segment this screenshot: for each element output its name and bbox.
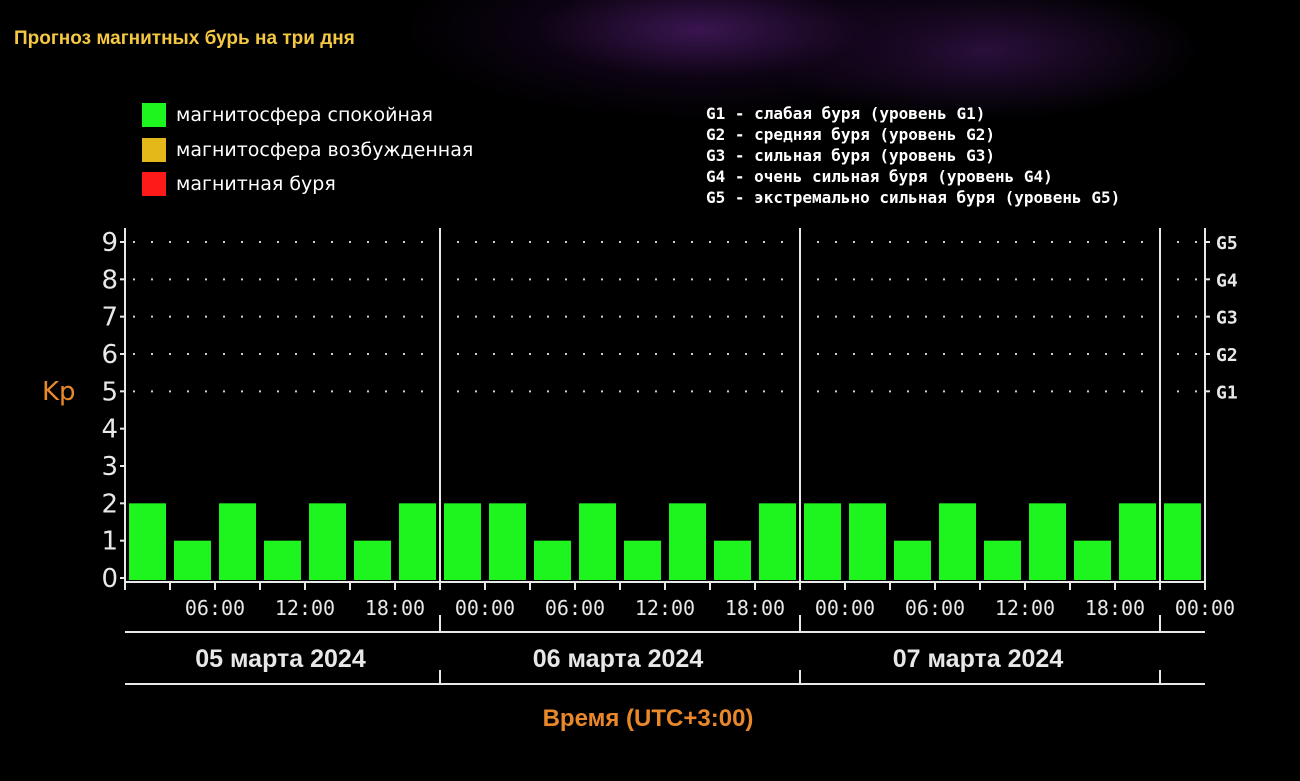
kp-bar xyxy=(1029,503,1066,580)
day-label: 05 марта 2024 xyxy=(195,645,366,673)
kp-bar xyxy=(309,503,346,580)
kp-bar xyxy=(444,503,481,580)
storm-level-g2: G2 - средняя буря (уровень G2) xyxy=(706,125,995,144)
day-label: 06 марта 2024 xyxy=(533,645,704,673)
legend-swatch-calm xyxy=(142,103,166,127)
x-tick-label: 00:00 xyxy=(815,596,875,620)
kp-bar xyxy=(174,540,211,580)
kp-bar xyxy=(804,503,841,580)
y-tick-label: 7 xyxy=(101,303,118,333)
kp-bar xyxy=(1164,503,1201,580)
y-tick-label: 3 xyxy=(101,452,118,482)
x-axis-title: Время (UTC+3:00) xyxy=(543,705,754,732)
g-level-label: G1 xyxy=(1216,382,1238,403)
kp-bar xyxy=(219,503,256,580)
kp-bar xyxy=(714,540,751,580)
kp-bar xyxy=(534,540,571,580)
kp-bar xyxy=(354,540,391,580)
kp-bar xyxy=(849,503,886,580)
legend-label-calm: магнитосфера спокойная xyxy=(176,104,433,126)
y-tick-label: 1 xyxy=(101,527,118,557)
storm-levels-legend: G1 - слабая буря (уровень G1) G2 - средн… xyxy=(706,103,1120,208)
x-tick-label: 06:00 xyxy=(545,596,605,620)
kp-bar xyxy=(624,540,661,580)
kp-bar xyxy=(759,503,796,580)
kp-bar xyxy=(1074,540,1111,580)
legend-item-storm: магнитная буря xyxy=(142,172,336,196)
g-level-label: G5 xyxy=(1216,233,1238,254)
x-tick-label: 12:00 xyxy=(275,596,335,620)
legend-swatch-storm xyxy=(142,172,166,196)
y-axis-title: Kp xyxy=(42,377,76,407)
page-title: Прогноз магнитных бурь на три дня xyxy=(14,28,355,49)
kp-bar xyxy=(264,540,301,580)
y-tick-label: 4 xyxy=(101,415,118,445)
x-tick-label: 12:00 xyxy=(995,596,1055,620)
x-tick-label: 18:00 xyxy=(1085,596,1145,620)
y-tick-label: 0 xyxy=(101,564,118,594)
x-tick-label: 12:00 xyxy=(635,596,695,620)
x-tick-label: 06:00 xyxy=(905,596,965,620)
kp-bar xyxy=(489,503,526,580)
g-level-label: G3 xyxy=(1216,308,1238,329)
kp-bar xyxy=(579,503,616,580)
legend-label-storm: магнитная буря xyxy=(176,173,336,195)
storm-level-g3: G3 - сильная буря (уровень G3) xyxy=(706,146,995,165)
g-level-label: G4 xyxy=(1216,270,1238,291)
g-level-label: G2 xyxy=(1216,345,1238,366)
legend-swatch-excited xyxy=(142,138,166,162)
storm-level-g1: G1 - слабая буря (уровень G1) xyxy=(706,104,986,123)
kp-bar xyxy=(399,503,436,580)
x-tick-label: 00:00 xyxy=(1175,596,1235,620)
day-label: 07 марта 2024 xyxy=(893,645,1064,673)
kp-bar xyxy=(669,503,706,580)
kp-bar xyxy=(129,503,166,580)
x-tick-label: 18:00 xyxy=(365,596,425,620)
y-tick-label: 5 xyxy=(101,377,118,407)
kp-bar xyxy=(1119,503,1156,580)
kp-bar xyxy=(894,540,931,580)
storm-level-g5: G5 - экстремально сильная буря (уровень … xyxy=(706,188,1121,207)
y-tick-label: 8 xyxy=(101,265,118,295)
storm-level-g4: G4 - очень сильная буря (уровень G4) xyxy=(706,167,1053,186)
legend-item-calm: магнитосфера спокойная xyxy=(142,103,433,127)
kp-bar xyxy=(984,540,1021,580)
legend-label-excited: магнитосфера возбужденная xyxy=(176,139,474,161)
legend-item-excited: магнитосфера возбужденная xyxy=(142,138,473,162)
x-tick-label: 00:00 xyxy=(455,596,515,620)
y-tick-label: 9 xyxy=(101,228,118,258)
x-tick-label: 18:00 xyxy=(725,596,785,620)
x-tick-label: 06:00 xyxy=(185,596,245,620)
kp-bar xyxy=(939,503,976,580)
y-tick-label: 6 xyxy=(101,340,118,370)
y-tick-label: 2 xyxy=(101,489,118,519)
